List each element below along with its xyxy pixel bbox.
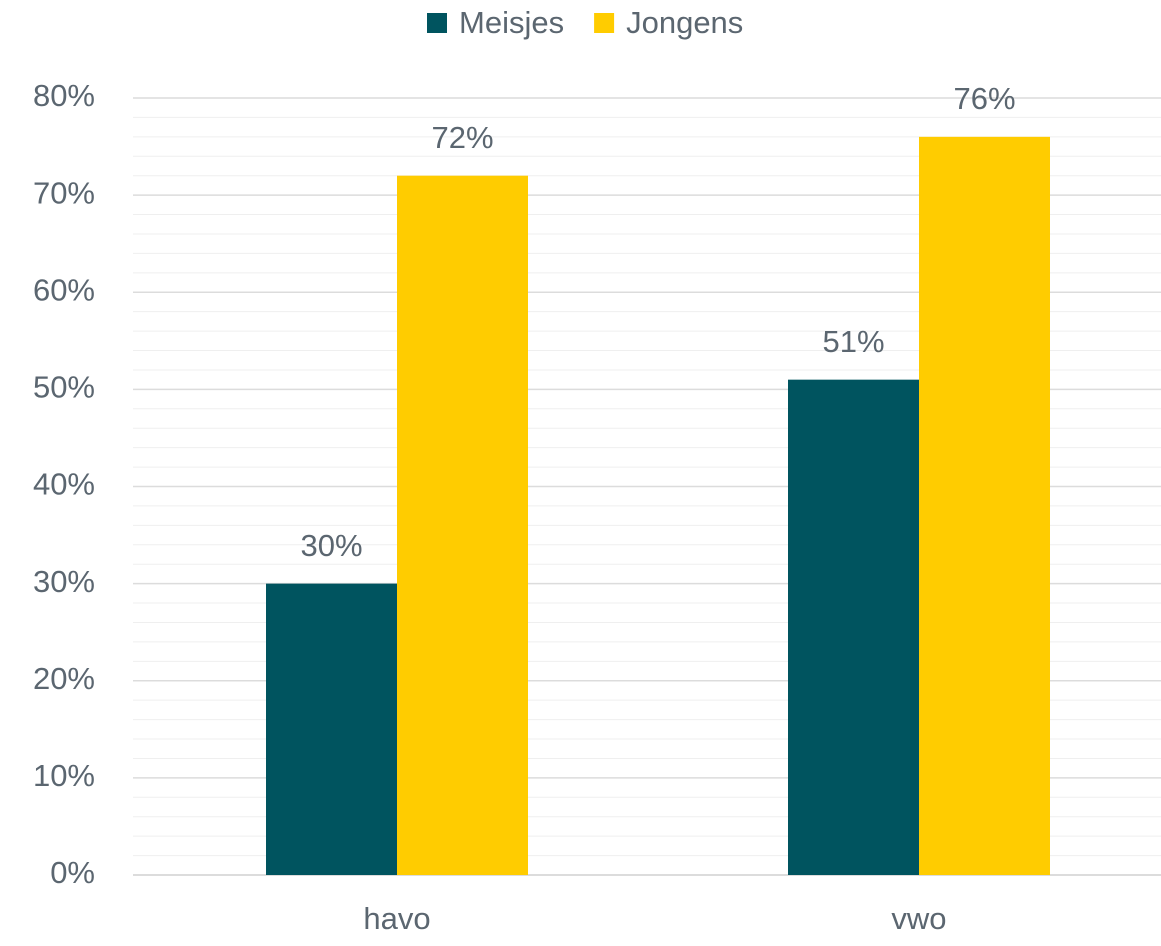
y-tick-label: 70% bbox=[33, 175, 95, 210]
bar bbox=[919, 136, 1050, 876]
y-tick-label: 30% bbox=[33, 564, 95, 599]
legend-swatch bbox=[427, 13, 447, 33]
x-tick-label: vwo bbox=[891, 901, 946, 936]
legend-label: Meisjes bbox=[459, 5, 564, 40]
bar bbox=[788, 379, 919, 875]
y-tick-label: 50% bbox=[33, 370, 95, 405]
legend-swatch bbox=[594, 13, 615, 33]
y-tick-label: 40% bbox=[33, 467, 95, 502]
y-tick-label: 80% bbox=[33, 78, 95, 113]
value-label: 72% bbox=[431, 120, 493, 155]
y-tick-label: 10% bbox=[33, 758, 95, 793]
x-tick-label: havo bbox=[363, 901, 430, 936]
value-label: 30% bbox=[300, 528, 362, 563]
y-tick-label: 60% bbox=[33, 272, 95, 307]
value-label: 76% bbox=[953, 81, 1015, 116]
legend-label: Jongens bbox=[626, 5, 743, 40]
bar bbox=[266, 583, 397, 875]
bar bbox=[397, 175, 528, 875]
y-tick-label: 20% bbox=[33, 661, 95, 696]
y-tick-label: 0% bbox=[50, 855, 95, 890]
value-label: 51% bbox=[822, 324, 884, 359]
